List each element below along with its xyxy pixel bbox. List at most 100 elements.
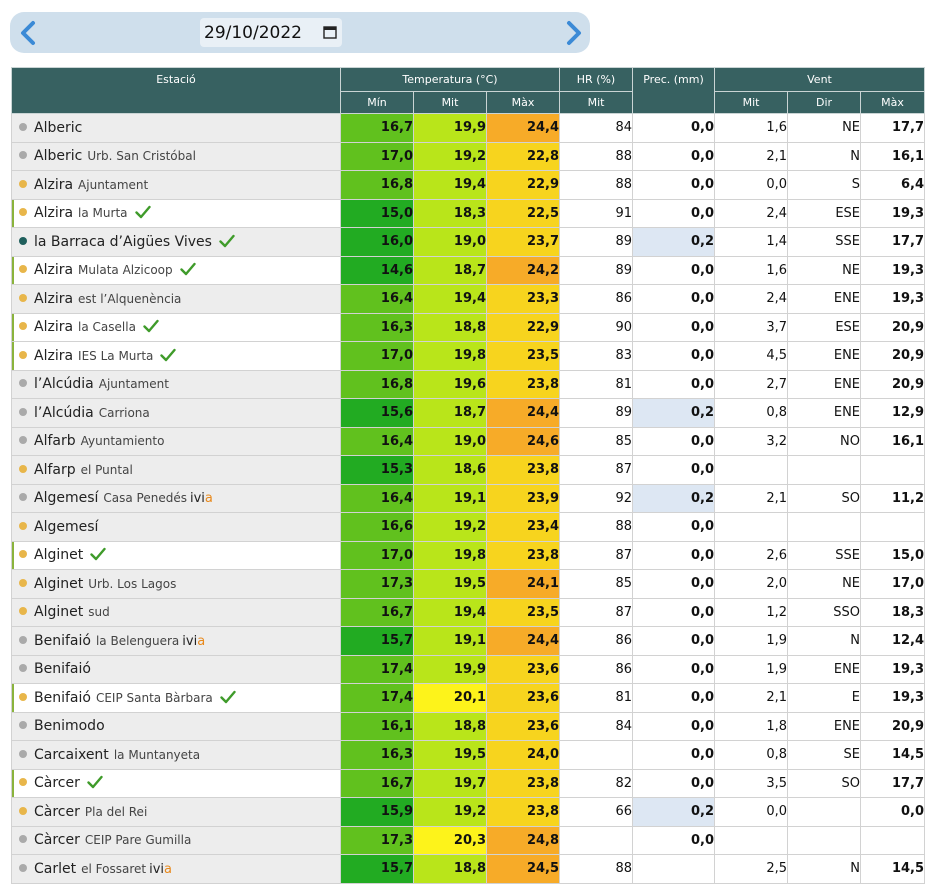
- table-row[interactable]: l’Alcúdia Carriona 15,6 18,7 24,4 89 0,2 0,8 ENE…: [11, 398, 926, 428]
- table-row[interactable]: Carcaixent la Muntanyeta 16,3 19,5 24,0 0,0 0,…: [11, 740, 926, 770]
- station-cell[interactable]: Alzira est l’Alquenència: [11, 284, 341, 314]
- station-cell[interactable]: Alzira Mulata Alzicoop: [11, 255, 341, 285]
- header-temp-max[interactable]: Màx: [485, 91, 561, 114]
- station-name[interactable]: Càrcer: [34, 775, 80, 792]
- station-name[interactable]: Alberic: [34, 148, 83, 165]
- station-cell[interactable]: Algemesí Casa Penedés ivia: [11, 483, 341, 513]
- table-row[interactable]: Algemesí Casa Penedés ivia 16,4 19,1 23,9 92 0,…: [11, 483, 926, 513]
- table-row[interactable]: Alginet sud 16,7 19,4 23,5 87 0,0 1,2 SSO 18,3: [11, 597, 926, 627]
- station-location: la Belenguera: [95, 633, 180, 648]
- station-cell[interactable]: Benifaió CEIP Santa Bàrbara: [11, 683, 341, 713]
- header-wind-max[interactable]: Màx: [860, 91, 926, 114]
- table-row[interactable]: Benifaió la Belenguera ivia 15,7 19,1 24,4 86 0…: [11, 626, 926, 656]
- station-name[interactable]: Alberic: [34, 119, 83, 136]
- station-name[interactable]: Alzira: [34, 262, 74, 279]
- station-name[interactable]: Alginet: [34, 604, 84, 621]
- table-row[interactable]: Benifaió CEIP Santa Bàrbara 17,4 20,1 23,6 81…: [11, 683, 926, 713]
- station-cell[interactable]: l’Alcúdia Ajuntament: [11, 369, 341, 399]
- table-row[interactable]: Càrcer 16,7 19,7 23,8 82 0,0 3,5 SO 17,7: [11, 768, 926, 798]
- table-row[interactable]: Càrcer Pla del Rei 15,9 19,2 23,8 66 0,2 0,0 0,0: [11, 797, 926, 827]
- station-cell[interactable]: Càrcer Pla del Rei: [11, 797, 341, 827]
- table-row[interactable]: Alberic 16,7 19,9 24,4 84 0,0 1,6 NE 17,7: [11, 113, 926, 143]
- header-station[interactable]: Estació: [11, 67, 341, 114]
- table-row[interactable]: Alzira IES La Murta 17,0 19,8 23,5 83 0,0 4,5 EN…: [11, 341, 926, 371]
- date-input[interactable]: 29/10/2022: [200, 18, 342, 47]
- table-row[interactable]: Alzira Mulata Alzicoop 14,6 18,7 24,2 89 0,0 1,…: [11, 255, 926, 285]
- station-cell[interactable]: Alginet: [11, 540, 341, 570]
- wind-mit-cell: 2,6: [714, 540, 789, 570]
- calendar-icon[interactable]: [323, 25, 337, 39]
- station-cell[interactable]: Alzira la Murta: [11, 198, 341, 228]
- station-name[interactable]: Alzira: [34, 205, 74, 222]
- station-name[interactable]: Benifaió: [34, 632, 91, 649]
- table-row[interactable]: Alginet Urb. Los Lagos 17,3 19,5 24,1 85 0,0 2,…: [11, 569, 926, 599]
- station-cell[interactable]: Benifaió: [11, 654, 341, 684]
- station-cell[interactable]: Alginet sud: [11, 597, 341, 627]
- station-cell[interactable]: Benifaió la Belenguera ivia: [11, 626, 341, 656]
- header-temp-min[interactable]: Mín: [340, 91, 414, 114]
- table-row[interactable]: Alfarb Ayuntamiento 16,4 19,0 24,6 85 0,0 3,2 NO…: [11, 426, 926, 456]
- table-row[interactable]: Alberic Urb. San Cristóbal 17,0 19,2 22,8 88 0…: [11, 141, 926, 171]
- station-name[interactable]: Carlet: [34, 860, 77, 877]
- status-dot: [19, 151, 27, 160]
- station-cell[interactable]: Alfarp el Puntal: [11, 455, 341, 485]
- temp-min-cell: 15,0: [340, 198, 414, 228]
- table-row[interactable]: Algemesí 16,6 19,2 23,4 88 0,0: [11, 512, 926, 542]
- station-cell[interactable]: Alzira IES La Murta: [11, 341, 341, 371]
- station-name[interactable]: Alfarb: [34, 433, 76, 450]
- station-cell[interactable]: Algemesí: [11, 512, 341, 542]
- station-name[interactable]: Algemesí: [34, 490, 99, 507]
- station-cell[interactable]: Alberic Urb. San Cristóbal: [11, 141, 341, 171]
- table-row[interactable]: Alginet 17,0 19,8 23,8 87 0,0 2,6 SSE 15,0: [11, 540, 926, 570]
- station-cell[interactable]: l’Alcúdia Carriona: [11, 398, 341, 428]
- station-name[interactable]: Benimodo: [34, 718, 105, 735]
- station-name[interactable]: Alzira: [34, 290, 74, 307]
- table-row[interactable]: Benimodo 16,1 18,8 23,6 84 0,0 1,8 ENE 20,9: [11, 711, 926, 741]
- table-row[interactable]: Càrcer CEIP Pare Gumilla 17,3 20,3 24,8 0,0: [11, 825, 926, 855]
- next-day-button[interactable]: [560, 20, 586, 46]
- station-name[interactable]: la Barraca d’Aigües Vives: [34, 233, 212, 250]
- station-cell[interactable]: Alzira la Casella: [11, 312, 341, 342]
- station-cell[interactable]: Alfarb Ayuntamiento: [11, 426, 341, 456]
- station-name[interactable]: Alzira: [34, 347, 74, 364]
- table-row[interactable]: Benifaió 17,4 19,9 23,6 86 0,0 1,9 ENE 19,3: [11, 654, 926, 684]
- station-cell[interactable]: Alzira Ajuntament: [11, 170, 341, 200]
- table-row[interactable]: Alfarp el Puntal 15,3 18,6 23,8 87 0,0: [11, 455, 926, 485]
- station-name[interactable]: l’Alcúdia: [34, 376, 94, 393]
- header-wind-mit[interactable]: Mit: [714, 91, 789, 114]
- table-row[interactable]: la Barraca d’Aigües Vives 16,0 19,0 23,7 89 0…: [11, 227, 926, 257]
- station-name[interactable]: Alginet: [34, 547, 84, 564]
- header-precipitation[interactable]: Prec. (mm): [632, 67, 716, 114]
- table-row[interactable]: Alzira la Murta 15,0 18,3 22,5 91 0,0 2,4 ESE 19,…: [11, 198, 926, 228]
- station-name[interactable]: l’Alcúdia: [34, 404, 94, 421]
- table-row[interactable]: Alzira est l’Alquenència 16,4 19,4 23,3 86 0,0…: [11, 284, 926, 314]
- station-name[interactable]: Alzira: [34, 319, 74, 336]
- station-cell[interactable]: Càrcer: [11, 768, 341, 798]
- temp-max-cell: 24,4: [485, 113, 561, 143]
- table-row[interactable]: Alzira Ajuntament 16,8 19,4 22,9 88 0,0 0,0 S 6,4: [11, 170, 926, 200]
- station-name[interactable]: Alfarp: [34, 461, 76, 478]
- station-cell[interactable]: Carlet el Fossaret ivia: [11, 854, 341, 884]
- station-name[interactable]: Carcaixent: [34, 746, 109, 763]
- humidity-cell: 86: [559, 284, 634, 314]
- station-name[interactable]: Benifaió: [34, 661, 91, 678]
- table-row[interactable]: l’Alcúdia Ajuntament 16,8 19,6 23,8 81 0,0 2,7 E…: [11, 369, 926, 399]
- station-cell[interactable]: Carcaixent la Muntanyeta: [11, 740, 341, 770]
- station-name[interactable]: Algemesí: [34, 518, 99, 535]
- table-row[interactable]: Alzira la Casella 16,3 18,8 22,9 90 0,0 3,7 ESE 2…: [11, 312, 926, 342]
- previous-day-button[interactable]: [16, 20, 42, 46]
- table-row[interactable]: Carlet el Fossaret ivia 15,7 18,8 24,5 88 2,5 N 1…: [11, 854, 926, 884]
- station-name[interactable]: Alginet: [34, 575, 84, 592]
- header-hr-mit[interactable]: Mit: [559, 91, 634, 114]
- header-wind-dir[interactable]: Dir: [787, 91, 862, 114]
- station-cell[interactable]: Alberic: [11, 113, 341, 143]
- station-name[interactable]: Càrcer: [34, 832, 80, 849]
- station-cell[interactable]: Benimodo: [11, 711, 341, 741]
- station-cell[interactable]: Alginet Urb. Los Lagos: [11, 569, 341, 599]
- station-name[interactable]: Benifaió: [34, 689, 91, 706]
- station-cell[interactable]: la Barraca d’Aigües Vives: [11, 227, 341, 257]
- header-temp-mit[interactable]: Mit: [413, 91, 487, 114]
- station-cell[interactable]: Càrcer CEIP Pare Gumilla: [11, 825, 341, 855]
- station-name[interactable]: Càrcer: [34, 803, 80, 820]
- station-name[interactable]: Alzira: [34, 176, 74, 193]
